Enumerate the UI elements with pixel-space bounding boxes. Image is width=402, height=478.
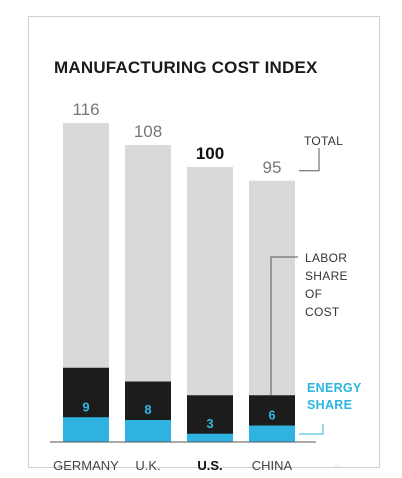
energy-bar-2 bbox=[187, 433, 233, 442]
labor-annotation-2: OF bbox=[305, 287, 322, 301]
energy-bar-1 bbox=[125, 420, 171, 442]
energy-annotation-1: SHARE bbox=[307, 398, 352, 412]
total-annotation: TOTAL bbox=[304, 134, 343, 148]
category-label-0: GERMANY bbox=[53, 458, 119, 473]
energy-bar-3 bbox=[249, 425, 295, 442]
category-label-3: CHINA bbox=[252, 458, 293, 473]
total-label-2: 100 bbox=[196, 144, 224, 163]
chart-frame bbox=[28, 16, 380, 468]
energy-leader-line bbox=[299, 424, 324, 435]
labor-annotation-0: LABOR bbox=[305, 251, 347, 265]
labor-leader-line bbox=[270, 256, 298, 396]
total-leader-line bbox=[299, 148, 320, 172]
energy-label-3: 6 bbox=[268, 408, 275, 423]
total-label-3: 95 bbox=[263, 158, 282, 177]
energy-annotation-0: ENERGY bbox=[307, 381, 362, 395]
total-label-1: 108 bbox=[134, 122, 162, 141]
energy-label-1: 8 bbox=[144, 402, 151, 417]
category-label-2: U.S. bbox=[197, 458, 222, 473]
energy-label-2: 3 bbox=[206, 416, 213, 431]
energy-label-0: 9 bbox=[82, 399, 89, 414]
category-label-1: U.K. bbox=[135, 458, 160, 473]
labor-annotation-3: COST bbox=[305, 305, 340, 319]
watermark: ··· bbox=[334, 463, 341, 470]
total-label-0: 116 bbox=[72, 100, 99, 119]
labor-annotation-1: SHARE bbox=[305, 269, 348, 283]
chart-title: MANUFACTURING COST INDEX bbox=[54, 58, 318, 77]
energy-bar-0 bbox=[63, 417, 109, 442]
